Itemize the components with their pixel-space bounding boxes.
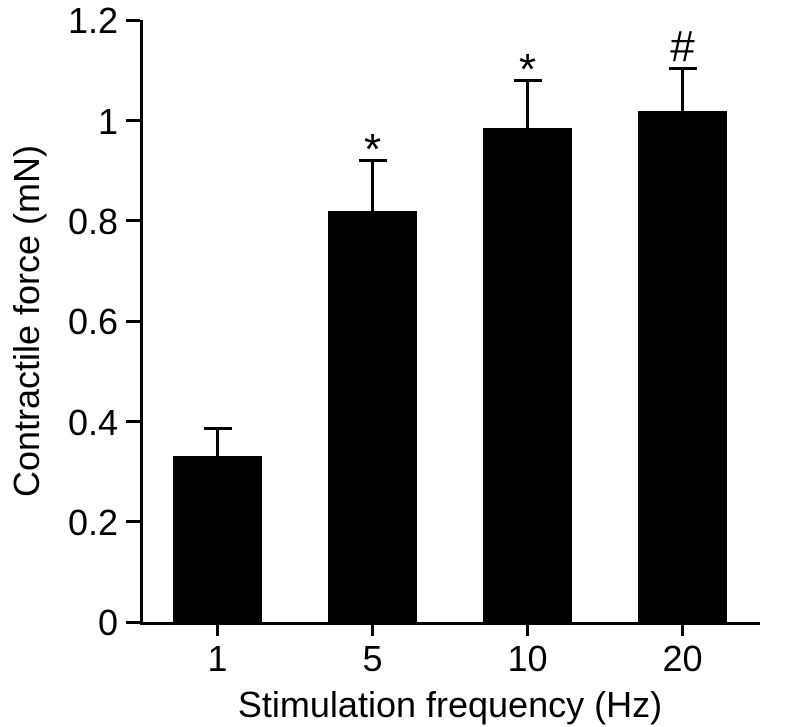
significance-marker: * [343, 125, 403, 175]
x-tick-label: 10 [478, 638, 578, 680]
y-tick-label: 0.2 [38, 502, 118, 544]
y-tick-label: 1.2 [38, 0, 118, 42]
x-tick-label: 5 [323, 638, 423, 680]
y-tick [126, 19, 140, 22]
error-bar [216, 429, 219, 457]
y-tick [126, 420, 140, 423]
bar [173, 456, 263, 622]
y-tick-label: 0.8 [38, 201, 118, 243]
y-tick-label: 0.6 [38, 301, 118, 343]
y-axis-title: Contractile force (mN) [6, 20, 48, 622]
x-tick [216, 622, 219, 636]
x-tick [681, 622, 684, 636]
y-tick-label: 0.4 [38, 402, 118, 444]
y-axis [140, 20, 143, 625]
error-bar [681, 69, 684, 112]
y-tick-label: 1 [38, 101, 118, 143]
y-tick [126, 119, 140, 122]
x-tick-label: 1 [168, 638, 268, 680]
x-tick-label: 20 [633, 638, 733, 680]
plot-area: 00.20.40.60.811.21*5*10#20 [140, 20, 760, 622]
error-bar-cap [204, 427, 232, 430]
y-tick [126, 621, 140, 624]
bar [483, 128, 573, 622]
significance-marker: # [653, 22, 713, 72]
x-tick [526, 622, 529, 636]
y-tick [126, 219, 140, 222]
x-axis [140, 622, 760, 625]
bar-chart: 00.20.40.60.811.21*5*10#20 Contractile f… [0, 0, 790, 727]
y-tick [126, 520, 140, 523]
bar [328, 211, 418, 622]
x-tick [371, 622, 374, 636]
significance-marker: * [498, 45, 558, 95]
bar [638, 111, 728, 622]
x-axis-title: Stimulation frequency (Hz) [140, 684, 760, 726]
y-tick-label: 0 [38, 602, 118, 644]
y-tick [126, 320, 140, 323]
